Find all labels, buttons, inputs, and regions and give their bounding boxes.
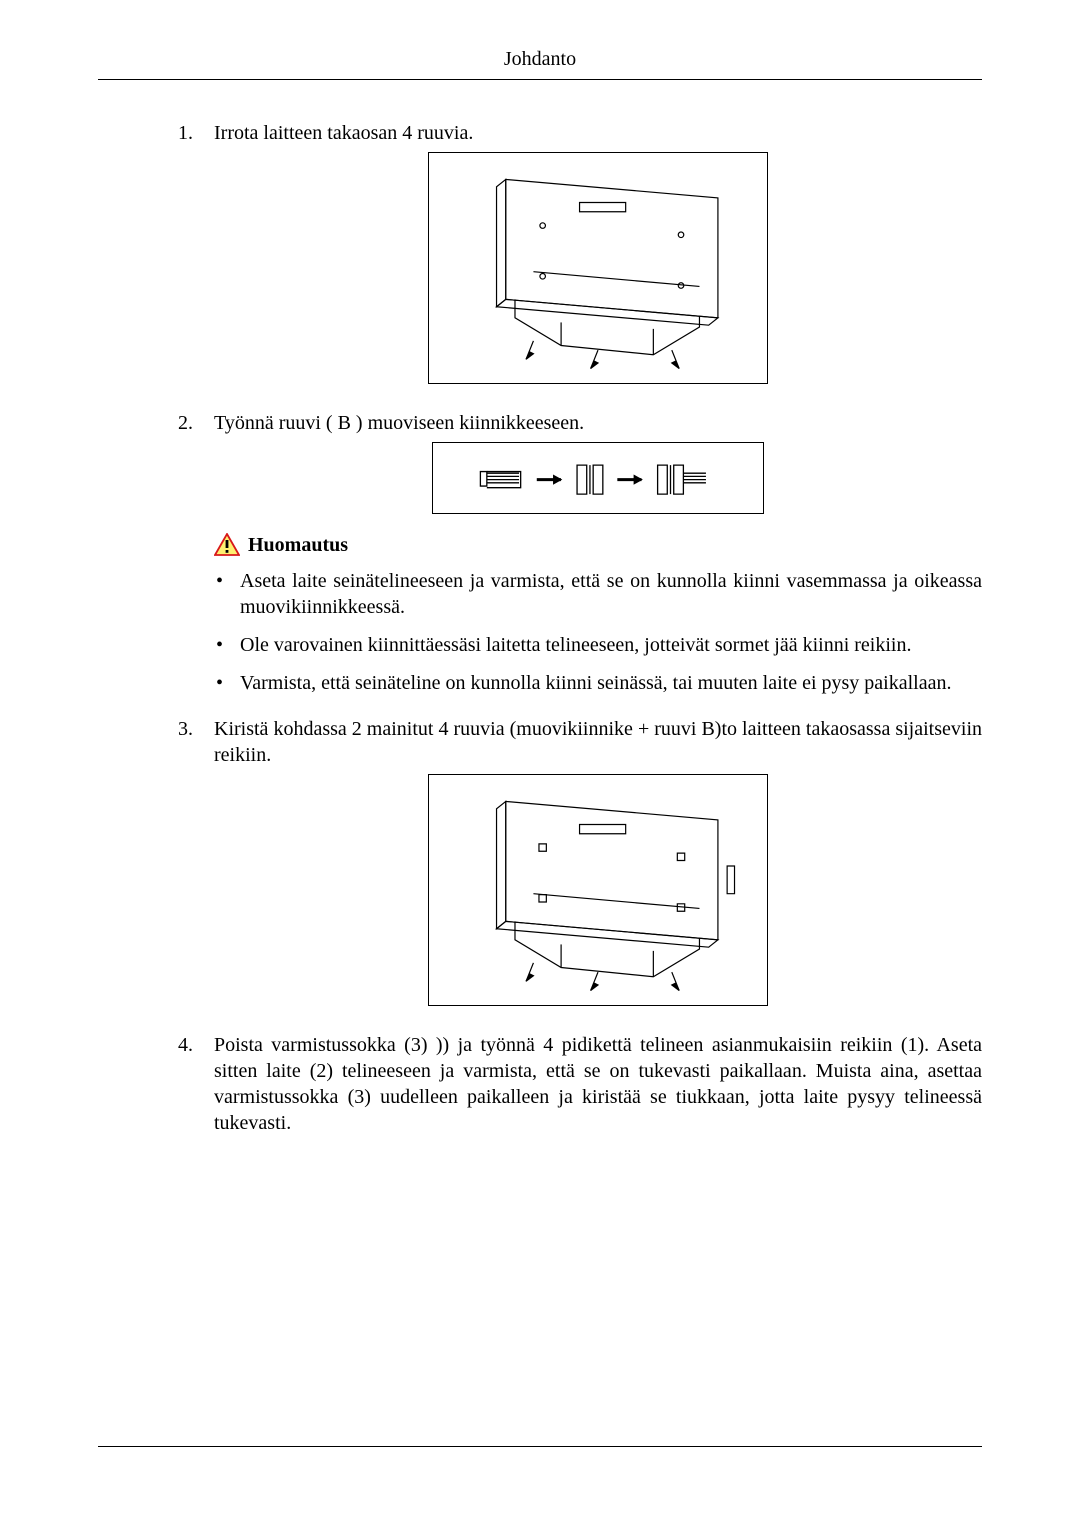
step-4-number: 4. bbox=[178, 1032, 214, 1136]
note-bullet-3-text: Varmista, että seinäteline on kunnolla k… bbox=[240, 670, 982, 696]
step-1: 1. Irrota laitteen takaosan 4 ruuvia. bbox=[178, 120, 982, 402]
step-1-text: Irrota laitteen takaosan 4 ruuvia. bbox=[214, 122, 473, 144]
ordered-steps: 1. Irrota laitteen takaosan 4 ruuvia. bbox=[178, 120, 982, 1136]
step-2-text: Työnnä ruuvi ( B ) muoviseen kiinnikkees… bbox=[214, 412, 584, 434]
note-bullet-2: • Ole varovainen kiinnittäessäsi laitett… bbox=[214, 632, 982, 658]
tv-back-diagram-icon bbox=[438, 161, 758, 375]
step-1-number: 1. bbox=[178, 120, 214, 402]
footer-rule bbox=[98, 1446, 982, 1447]
figure-screw-insert bbox=[432, 442, 764, 514]
step-2-number: 2. bbox=[178, 410, 214, 708]
note-bullet-1-text: Aseta laite seinätelineeseen ja varmista… bbox=[240, 568, 982, 620]
bullet-dot: • bbox=[214, 568, 240, 620]
note-block: Huomautus • Aseta laite seinätelineeseen… bbox=[214, 532, 982, 696]
figure-tv-back-screws bbox=[428, 152, 768, 384]
content: 1. Irrota laitteen takaosan 4 ruuvia. bbox=[98, 120, 982, 1136]
bullet-dot: • bbox=[214, 670, 240, 696]
note-bullet-1: • Aseta laite seinätelineeseen ja varmis… bbox=[214, 568, 982, 620]
note-heading: Huomautus bbox=[214, 532, 982, 558]
page-title: Johdanto bbox=[98, 48, 982, 79]
step-3: 3. Kiristä kohdassa 2 mainitut 4 ruuvia … bbox=[178, 716, 982, 1024]
note-bullet-3: • Varmista, että seinäteline on kunnolla… bbox=[214, 670, 982, 696]
tv-back-fasten-diagram-icon bbox=[438, 783, 758, 997]
warning-icon bbox=[214, 533, 240, 557]
step-4: 4. Poista varmistussokka (3) )) ja työnn… bbox=[178, 1032, 982, 1136]
note-bullet-2-text: Ole varovainen kiinnittäessäsi laitetta … bbox=[240, 632, 982, 658]
step-4-text: Poista varmistussokka (3) )) ja työnnä 4… bbox=[214, 1034, 982, 1134]
bullet-dot: • bbox=[214, 632, 240, 658]
note-title: Huomautus bbox=[248, 532, 348, 558]
page: Johdanto 1. Irrota laitteen takaosan 4 r… bbox=[0, 0, 1080, 1527]
screw-insert-diagram-icon bbox=[442, 449, 754, 507]
note-bullets: • Aseta laite seinätelineeseen ja varmis… bbox=[214, 568, 982, 696]
figure-tv-back-fasten bbox=[428, 774, 768, 1006]
step-3-text: Kiristä kohdassa 2 mainitut 4 ruuvia (mu… bbox=[214, 718, 982, 766]
header-rule bbox=[98, 79, 982, 80]
step-2: 2. Työnnä ruuvi ( B ) muoviseen kiinnikk… bbox=[178, 410, 982, 708]
step-3-number: 3. bbox=[178, 716, 214, 1024]
